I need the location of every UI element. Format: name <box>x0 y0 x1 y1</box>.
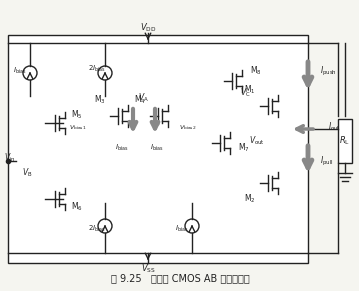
Text: $I_{\rm out}$: $I_{\rm out}$ <box>328 121 341 133</box>
Text: $I_{\rm bias}$: $I_{\rm bias}$ <box>13 66 27 76</box>
Text: $V_{\rm A}$: $V_{\rm A}$ <box>137 92 148 104</box>
Text: $V_{\rm DD}$: $V_{\rm DD}$ <box>140 22 156 34</box>
Bar <box>338 119 352 163</box>
Text: $V_{\rm B}$: $V_{\rm B}$ <box>22 167 32 179</box>
Text: $V_{\rm C}$: $V_{\rm C}$ <box>240 87 250 99</box>
Text: $\rm M_5$: $\rm M_5$ <box>71 109 83 121</box>
Text: $\rm M_3$: $\rm M_3$ <box>94 94 106 106</box>
Text: $V_{\rm bias1}$: $V_{\rm bias1}$ <box>69 124 87 132</box>
Text: $\rm M_6$: $\rm M_6$ <box>71 201 83 213</box>
Bar <box>8 35 308 263</box>
Text: $\rm M_1$: $\rm M_1$ <box>244 84 256 96</box>
Text: $\rm M_7$: $\rm M_7$ <box>238 142 250 154</box>
Text: $I_{\rm bias}$: $I_{\rm bias}$ <box>150 143 164 153</box>
Text: $V_{\rm out}$: $V_{\rm out}$ <box>249 135 265 147</box>
Text: $\rm M_4$: $\rm M_4$ <box>134 94 146 106</box>
Text: $I_{\rm bias}$: $I_{\rm bias}$ <box>115 143 129 153</box>
Text: $I_{\rm bias}$: $I_{\rm bias}$ <box>175 224 189 234</box>
Text: $I_{\rm pull}$: $I_{\rm pull}$ <box>320 155 334 168</box>
Text: $V_{\rm bias2}$: $V_{\rm bias2}$ <box>179 124 197 132</box>
Text: $2I_{\rm bias}$: $2I_{\rm bias}$ <box>88 224 106 234</box>
Text: $R_{\rm L}$: $R_{\rm L}$ <box>340 135 350 147</box>
Text: 图 9.25   实际的 CMOS AB 级输出电路: 图 9.25 实际的 CMOS AB 级输出电路 <box>111 273 250 283</box>
Text: $I_{\rm push}$: $I_{\rm push}$ <box>320 64 337 77</box>
Text: $2I_{\rm bias}$: $2I_{\rm bias}$ <box>88 64 106 74</box>
Text: $\rm M_8$: $\rm M_8$ <box>250 65 262 77</box>
Text: $\rm M_2$: $\rm M_2$ <box>244 193 256 205</box>
Text: $V_{\rm SS}$: $V_{\rm SS}$ <box>141 263 155 275</box>
Text: $V_{\rm in}$: $V_{\rm in}$ <box>4 152 16 164</box>
